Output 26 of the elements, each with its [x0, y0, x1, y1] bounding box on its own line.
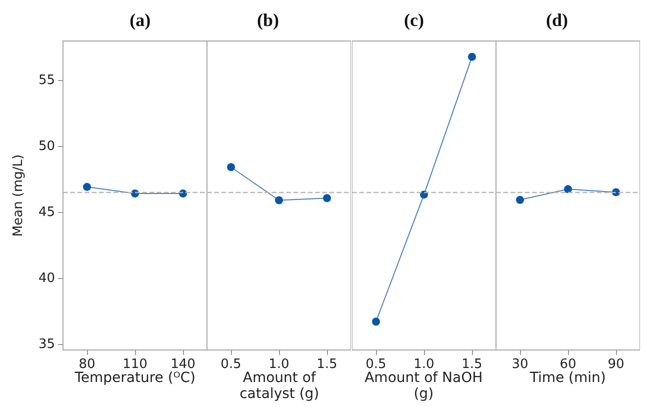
chart-title: (c) — [404, 10, 424, 30]
x-tick-label: 80 — [78, 357, 96, 372]
y-tick-label: 40 — [38, 271, 55, 286]
chart-title: (a) — [130, 10, 151, 30]
x-axis-title: Amount of catalyst (g) — [240, 370, 320, 402]
chart-title: (d) — [546, 10, 568, 30]
y-tick-label: 45 — [38, 205, 55, 220]
x-tick-label: 140 — [170, 357, 196, 372]
x-axis-title: Time (min) — [530, 370, 606, 386]
y-tick-label: 50 — [38, 139, 55, 154]
x-tick-label: 60 — [559, 357, 576, 372]
x-tick-label: 1.0 — [268, 357, 290, 372]
x-axis-title: Amount of NaOH (g) — [364, 370, 484, 402]
y-tick-label: 35 — [38, 337, 55, 352]
y-axis-title: Mean (mg/L) — [11, 154, 26, 237]
x-tick-label: 0.5 — [365, 357, 386, 372]
x-tick-label: 0.5 — [220, 357, 242, 372]
x-tick-label: 110 — [122, 357, 148, 372]
x-tick-label: 1.5 — [316, 357, 338, 372]
chart-title: (b) — [257, 10, 280, 30]
y-tick-label: 55 — [38, 73, 55, 88]
x-tick-label: 1.0 — [413, 357, 434, 372]
x-tick-label: 30 — [511, 357, 528, 372]
x-tick-label: 1.5 — [461, 357, 482, 372]
x-axis-title: Temperature (ᴼC) — [74, 370, 197, 386]
x-tick-label: 90 — [607, 357, 624, 372]
